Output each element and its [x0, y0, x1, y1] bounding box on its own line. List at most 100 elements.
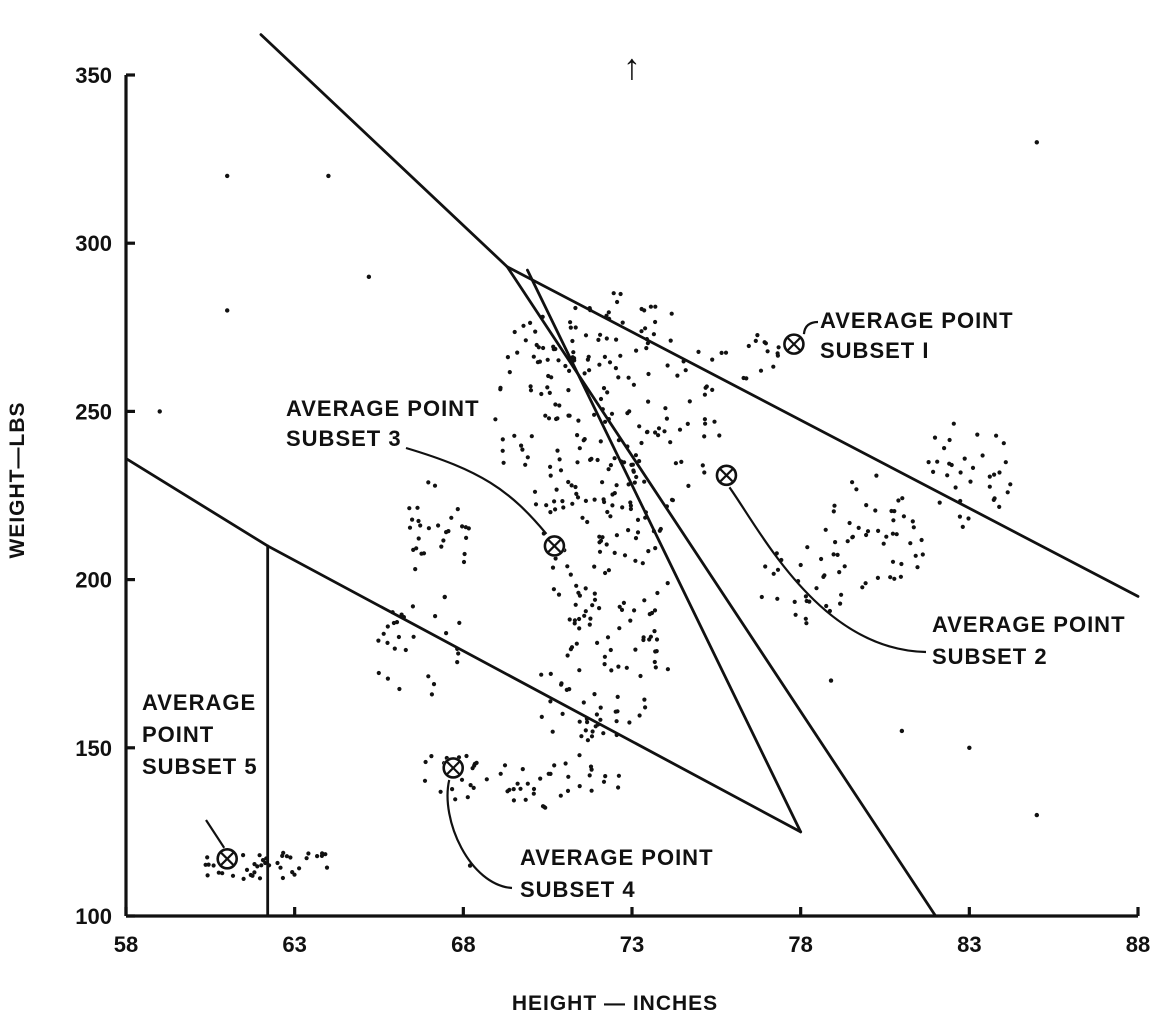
scatter-point-central-upper [628, 500, 633, 505]
scatter-point-subset2-mid [908, 541, 913, 546]
scatter-point-subset5-row1 [315, 854, 320, 859]
scatter-point-central-mid [617, 626, 622, 631]
x-tick-label: 73 [620, 932, 644, 957]
scatter-point-central-upper [702, 470, 707, 475]
scatter-point-subset2-mid [835, 552, 840, 558]
y-tick-label: 100 [75, 904, 112, 929]
scatter-point-subset1-tail [765, 349, 770, 354]
scatter-point-central-upper [568, 325, 573, 330]
scatter-point-subset4-b [577, 753, 582, 758]
x-tick-label: 68 [451, 932, 475, 957]
scatter-point-left-cluster-low [410, 604, 415, 609]
scatter-point-central-lower [627, 720, 632, 725]
scatter-point-subset2-mid [847, 520, 852, 526]
scatter-point-subset2-mid [892, 576, 897, 581]
scatter-point-central-mid [603, 570, 608, 576]
scatter-point-left-cluster-low [385, 640, 390, 646]
outlier-point-5 [366, 274, 372, 280]
scatter-point-subset2-mid [833, 540, 838, 545]
scatter-point-central-mid [621, 600, 627, 606]
scatter-point-subset5-row2 [255, 864, 260, 869]
scatter-point-subset2-mid [854, 487, 859, 492]
scatter-point-central-upper [622, 460, 627, 465]
scatter-point-subset2-right [1008, 482, 1013, 487]
outlier-point-8 [967, 745, 972, 750]
scatter-point-subset2-lower [763, 564, 768, 569]
scatter-point-subset4-a [471, 785, 476, 791]
scatter-point-subset2-mid [832, 503, 837, 508]
scatter-point-subset4-c [598, 717, 603, 722]
scatter-point-central-upper [557, 457, 562, 462]
scatter-point-left-cluster [464, 535, 469, 541]
scatter-point-left-cluster-low [397, 686, 402, 692]
scatter-point-subset5-row2 [206, 862, 211, 867]
scatter-point-central-mid [585, 519, 590, 525]
scatter-point-subset2-right [960, 524, 965, 530]
scatter-point-subset2-mid [863, 581, 868, 586]
scatter-point-left-cluster-low [429, 692, 434, 697]
scatter-point-subset4-a [484, 777, 489, 782]
scatter-point-central-lower [608, 647, 613, 653]
scatter-point-subset3-upper [528, 384, 533, 389]
scatter-point-subset2-right [987, 474, 992, 479]
scatter-point-central-mid [652, 608, 658, 613]
scatter-point-subset5-row2 [252, 862, 257, 867]
scatter-point-central-upper [634, 348, 639, 353]
scatter-point-central-lower [601, 731, 606, 736]
y-tick-label: 300 [75, 231, 112, 256]
scatter-point-left-cluster [410, 517, 415, 522]
scatter-point-subset2-mid [899, 561, 904, 567]
scatter-point-subset4-a [438, 789, 443, 794]
scatter-point-subset2-mid [845, 539, 850, 544]
scatter-point-subset4-c [579, 734, 584, 739]
scatter-point-subset2-mid [860, 585, 865, 590]
scatter-point-central-upper [710, 357, 715, 362]
scatter-point-subset2-lower [837, 570, 842, 575]
scatter-point-central-mid [632, 480, 637, 485]
scatter-point-subset5-row3 [250, 873, 255, 878]
scatter-point-subset1-tail [723, 350, 729, 355]
annotation-subset3-line-2: SUBSET 3 [286, 426, 402, 451]
scatter-point-subset3-upper [592, 412, 597, 417]
scatter-point-subset2-lower [814, 586, 819, 591]
scatter-point-central-upper [637, 459, 642, 464]
annotation-subset1-line-1: AVERAGE POINT [820, 308, 1014, 333]
scatter-point-subset3-upper [575, 460, 580, 465]
scatter-point-subset4-b [511, 798, 516, 803]
scatter-point-central-lower [624, 665, 629, 670]
scatter-point-subset4-a [472, 763, 477, 768]
scatter-point-subset3-upper [500, 448, 505, 453]
scatter-point-central-lower [567, 687, 572, 692]
annotation-subset5-line-3: SUBSET 5 [142, 754, 258, 779]
scatter-point-central-upper [616, 375, 621, 380]
scatter-point-central-upper [574, 491, 579, 496]
scatter-point-subset2-lower [775, 567, 781, 572]
scatter-point-central-upper [669, 311, 674, 316]
scatter-point-subset4-b [616, 773, 622, 778]
scatter-point-central-upper [555, 416, 560, 421]
scatter-point-subset2-mid [892, 509, 897, 514]
scatter-point-central-lower [577, 668, 582, 673]
scatter-point-central-lower [638, 673, 643, 679]
outlier-point-10 [1034, 812, 1040, 818]
scatter-point-subset3-upper [528, 320, 533, 325]
annotation-subset1-line-2: SUBSET I [820, 338, 929, 363]
scatter-point-central-upper [686, 483, 691, 488]
scatter-point-central-lower [642, 697, 647, 702]
scatter-point-central-mid [653, 546, 658, 551]
average-point-subset5 [216, 847, 239, 870]
scatter-point-subset3-upper [525, 455, 530, 460]
scatter-point-central-lower [588, 616, 593, 621]
boundary-line-3 [526, 268, 803, 834]
y-tick-label: 200 [75, 568, 112, 593]
scatter-point-subset2-mid [911, 525, 916, 530]
scatter-point-left-cluster [449, 515, 454, 520]
scatter-point-left-cluster-low [426, 674, 431, 679]
scatter-point-subset2-lower [807, 599, 812, 604]
scatter-point-subset2-lower [838, 601, 843, 606]
scatter-point-subset1-tail [758, 368, 764, 373]
scatter-point-central-lower [654, 649, 659, 654]
scatter-point-central-lower [643, 705, 648, 710]
scatter-point-subset5-row3 [220, 871, 225, 876]
scatter-point-central-lower [647, 637, 652, 642]
